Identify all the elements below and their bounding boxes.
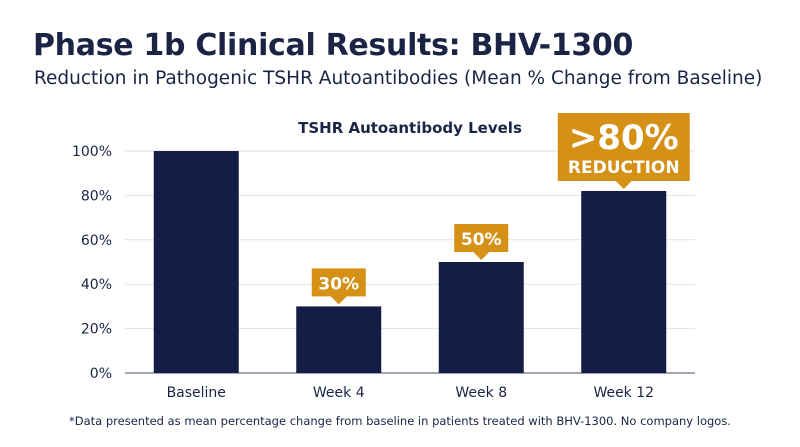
callout-badge: >80%REDUCTION: [557, 112, 690, 189]
y-tick-label: 60%: [81, 233, 112, 249]
callout-badge: 30%: [311, 268, 366, 305]
chart-title: TSHR Autoantibody Levels: [298, 119, 522, 137]
y-axis: 0% 20% 40% 60% 80% 100%: [72, 144, 112, 382]
callout-badge: 50%: [454, 224, 509, 260]
callout-label: >80%: [569, 118, 679, 158]
callout-shape: [557, 112, 690, 189]
bar: [296, 306, 382, 373]
page-title: Phase 1b Clinical Results: BHV-1300: [33, 28, 634, 63]
bars: [153, 151, 667, 373]
x-tick-label: Week 12: [593, 385, 654, 401]
callout-sublabel: REDUCTION: [568, 158, 680, 178]
bar: [153, 151, 239, 373]
bar: [581, 190, 667, 373]
footnote: *Data presented as mean percentage chang…: [69, 414, 731, 428]
x-tick-label: Baseline: [167, 385, 226, 401]
bar: [438, 262, 524, 373]
y-tick-label: 80%: [81, 188, 112, 204]
y-tick-label: 0%: [90, 366, 112, 382]
x-tick-label: Week 4: [313, 385, 365, 401]
y-tick-label: 100%: [72, 144, 112, 160]
callout-label: 30%: [318, 274, 359, 294]
callout-label: 50%: [461, 230, 502, 250]
y-tick-label: 20%: [81, 322, 112, 338]
callout-shape: [311, 268, 366, 305]
x-axis: Baseline Week 4 Week 8 Week 12: [167, 385, 654, 401]
page-subtitle: Reduction in Pathogenic TSHR Autoantibod…: [34, 68, 763, 89]
y-tick-label: 40%: [81, 277, 112, 293]
callouts: 30% 50% >80%REDUCTION: [311, 112, 690, 305]
x-tick-label: Week 8: [455, 385, 507, 401]
callout-shape: [454, 224, 509, 260]
